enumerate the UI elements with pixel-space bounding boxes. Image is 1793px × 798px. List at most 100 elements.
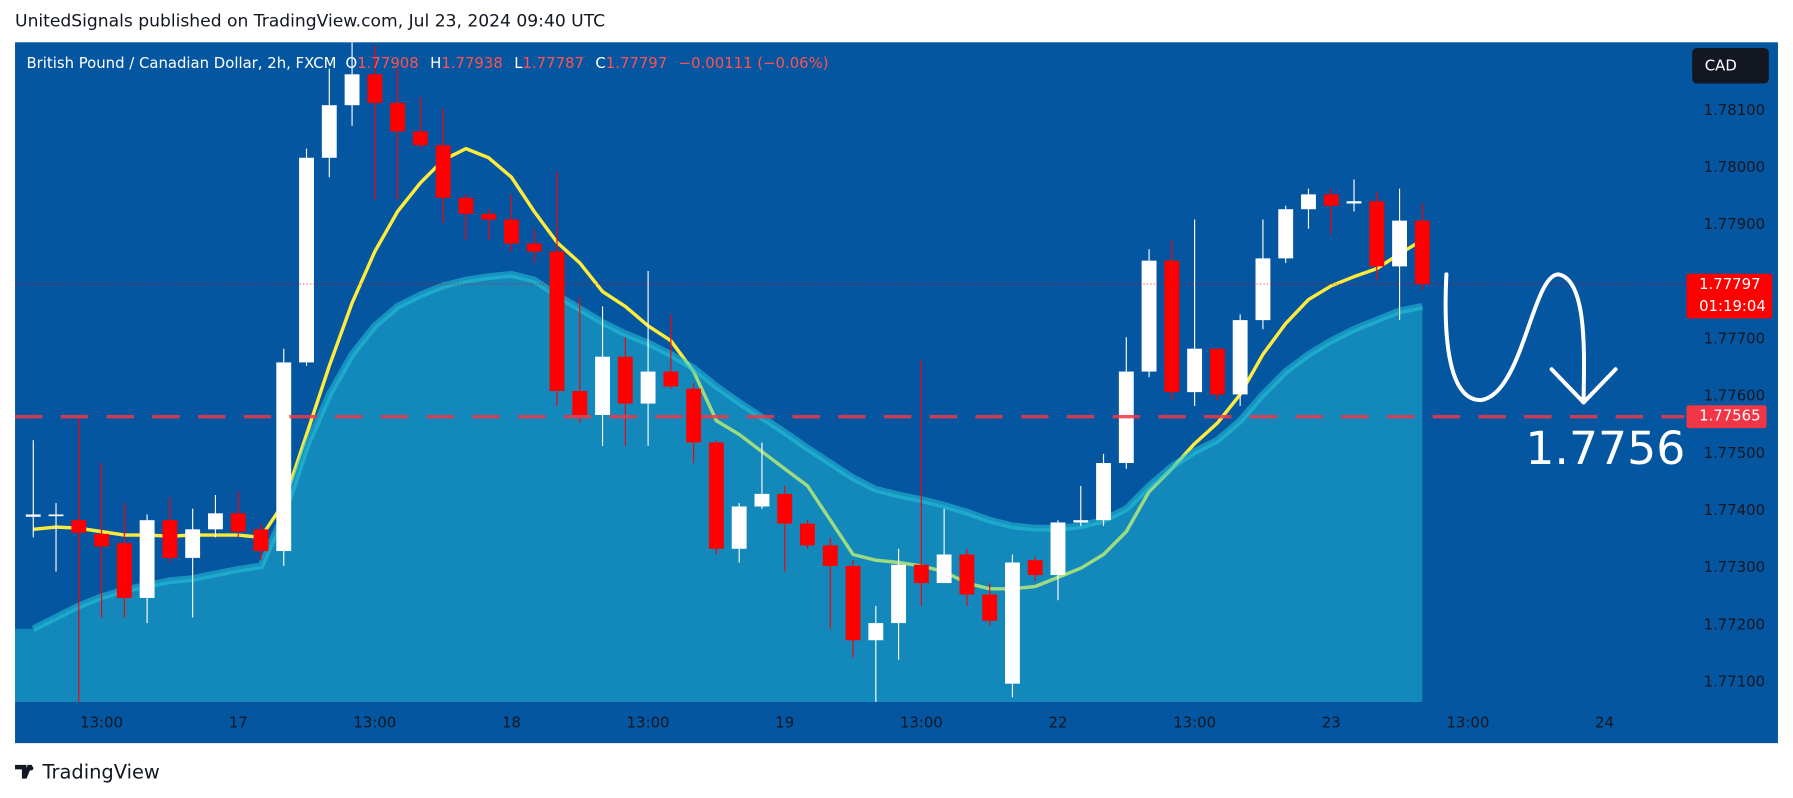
candle-body [139, 520, 155, 598]
legend-ohlc-value: 1.77908 [357, 54, 418, 72]
legend-symbol: British Pound / Canadian Dollar, 2h, FXC… [26, 54, 336, 72]
y-tick-label: 1.77500 [1704, 444, 1765, 462]
level-badge-text: 1.77565 [1699, 407, 1760, 425]
currency-button[interactable] [1692, 48, 1769, 84]
candle-body [891, 564, 907, 624]
candle-body [777, 493, 793, 524]
candle-body [208, 513, 223, 530]
legend-ohlc-key: H [430, 54, 441, 72]
legend-ohlc-key: L [514, 54, 523, 72]
logo-dot [28, 765, 34, 771]
candle-body [116, 543, 132, 598]
y-tick-label: 1.77400 [1704, 501, 1765, 519]
legend: British Pound / Canadian Dollar, 2h, FXC… [26, 54, 828, 72]
candle-body [25, 514, 41, 517]
candle-body [800, 523, 815, 546]
candle-body [94, 533, 110, 547]
candle-body [936, 554, 952, 584]
x-tick-label: 13:00 [80, 714, 123, 732]
candle-body [1005, 562, 1020, 684]
level-badge [1686, 405, 1767, 429]
candle-body [71, 520, 87, 533]
footer-text: TradingView [41, 760, 159, 783]
candle-body [595, 356, 610, 416]
legend-ohlc-key: O [346, 54, 358, 72]
y-tick-label: 1.77100 [1704, 673, 1765, 691]
candle-body [913, 564, 929, 584]
candle-body [1255, 258, 1271, 321]
candle-body [344, 74, 360, 106]
candle-body [1414, 220, 1430, 285]
candle-body [1164, 260, 1180, 393]
candle-body [276, 362, 292, 552]
candle-body [1187, 348, 1203, 393]
candle-body [321, 105, 337, 158]
candle-body [162, 520, 178, 558]
x-tick-label: 23 [1322, 714, 1341, 732]
candle-body [1073, 520, 1089, 523]
last-price-text: 1.77797 [1699, 275, 1760, 293]
candle-body [549, 251, 565, 391]
y-tick-label: 1.78100 [1704, 101, 1765, 119]
x-tick-label: 24 [1595, 714, 1614, 732]
x-tick-label: 13:00 [1173, 714, 1216, 732]
candle-body [959, 554, 975, 595]
candle-body [572, 390, 588, 416]
candle-body [412, 131, 428, 146]
arrow-curve [1443, 272, 1586, 405]
candle-body [1369, 201, 1385, 267]
x-tick-label: 22 [1049, 714, 1068, 732]
candle-body [754, 493, 770, 507]
candle-layer [25, 42, 1430, 702]
candle-body [1141, 260, 1157, 372]
arrow-head [1549, 367, 1618, 405]
candle-body [1027, 560, 1043, 576]
candle-body [617, 356, 633, 404]
candle-body [185, 529, 201, 558]
candle-body [868, 623, 884, 641]
candle-body [48, 514, 64, 517]
x-tick-label: 13:00 [1446, 714, 1489, 732]
candle-body [1232, 320, 1248, 395]
countdown-text: 01:19:04 [1699, 297, 1766, 315]
last-price-badge [1686, 273, 1773, 319]
candle-body [1346, 201, 1362, 204]
y-tick-label: 1.78000 [1704, 158, 1765, 176]
legend-ohlc-value: 1.77938 [441, 54, 502, 72]
candle-body [390, 102, 406, 132]
y-tick-label: 1.77600 [1704, 387, 1765, 405]
candle-body [435, 145, 451, 198]
annotation-text: 1.7756 [1525, 422, 1685, 475]
legend-ohlc-value: 1.77787 [523, 54, 584, 72]
candle-body [663, 371, 679, 387]
overlay-layer [15, 110, 1690, 707]
candle-body [822, 545, 838, 566]
logo-mark [15, 764, 33, 779]
candle-body [504, 219, 519, 244]
candle-body [686, 388, 702, 443]
candle-body [845, 565, 861, 641]
candle-body [1209, 348, 1225, 395]
banner: UnitedSignals published on TradingView.c… [15, 12, 605, 32]
legend-ohlc-value: 1.77797 [606, 54, 667, 72]
y-tick-label: 1.77900 [1704, 215, 1765, 233]
y-tick-label: 1.77700 [1704, 330, 1765, 348]
candle-body [367, 74, 383, 103]
candle-body [526, 243, 542, 252]
ma-slow-line [31, 270, 1423, 632]
legend-change: −0.00111 (−0.06%) [679, 54, 829, 72]
x-tick-label: 17 [229, 714, 248, 732]
candle-body [1301, 194, 1316, 210]
candle-body [1096, 463, 1111, 521]
candle-body [1392, 220, 1407, 267]
x-tick-label: 13:00 [353, 714, 396, 732]
candle-body [230, 513, 246, 532]
candle-body [1050, 522, 1066, 576]
currency-label: CAD [1705, 56, 1737, 74]
candle-body [1278, 209, 1294, 259]
footer-logo [15, 764, 34, 779]
arrow-annotation [1443, 272, 1618, 405]
candle-body [640, 371, 656, 404]
y-tick-label: 1.77200 [1704, 615, 1765, 633]
